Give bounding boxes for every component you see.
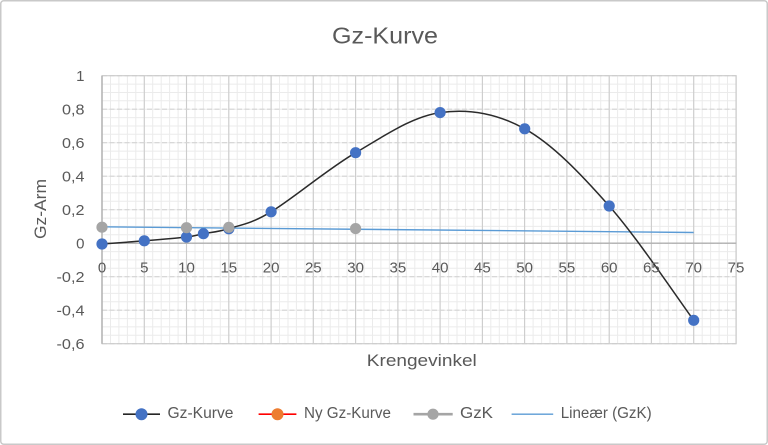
svg-text:0: 0 <box>76 236 84 253</box>
svg-text:0,2: 0,2 <box>62 202 85 219</box>
svg-text:5: 5 <box>140 260 148 277</box>
svg-text:-0,2: -0,2 <box>57 269 85 286</box>
svg-text:50: 50 <box>516 260 533 277</box>
svg-text:10: 10 <box>178 260 195 277</box>
svg-text:75: 75 <box>728 260 745 277</box>
svg-text:Gz-Kurve: Gz-Kurve <box>332 23 438 49</box>
svg-text:1: 1 <box>76 68 84 85</box>
svg-text:40: 40 <box>432 260 449 277</box>
svg-text:60: 60 <box>601 260 618 277</box>
svg-text:0,4: 0,4 <box>62 169 85 186</box>
svg-text:0,6: 0,6 <box>62 135 85 152</box>
svg-text:Gz-Arm: Gz-Arm <box>32 179 50 239</box>
svg-text:0,8: 0,8 <box>62 102 85 119</box>
svg-text:0: 0 <box>98 260 106 277</box>
svg-text:Lineær (GzK): Lineær (GzK) <box>561 405 652 422</box>
svg-text:Krengevinkel: Krengevinkel <box>367 352 477 370</box>
svg-text:GzK: GzK <box>460 405 494 422</box>
svg-text:70: 70 <box>685 260 702 277</box>
svg-text:Gz-Kurve: Gz-Kurve <box>168 405 234 422</box>
svg-text:65: 65 <box>643 260 660 277</box>
svg-text:30: 30 <box>347 260 364 277</box>
svg-text:55: 55 <box>559 260 576 277</box>
svg-text:-0,6: -0,6 <box>57 336 85 353</box>
svg-text:35: 35 <box>390 260 407 277</box>
svg-text:15: 15 <box>220 260 237 277</box>
svg-text:20: 20 <box>263 260 280 277</box>
svg-text:Ny Gz-Kurve: Ny Gz-Kurve <box>304 405 391 422</box>
svg-text:25: 25 <box>305 260 322 277</box>
svg-text:-0,4: -0,4 <box>57 303 85 320</box>
svg-text:45: 45 <box>474 260 491 277</box>
